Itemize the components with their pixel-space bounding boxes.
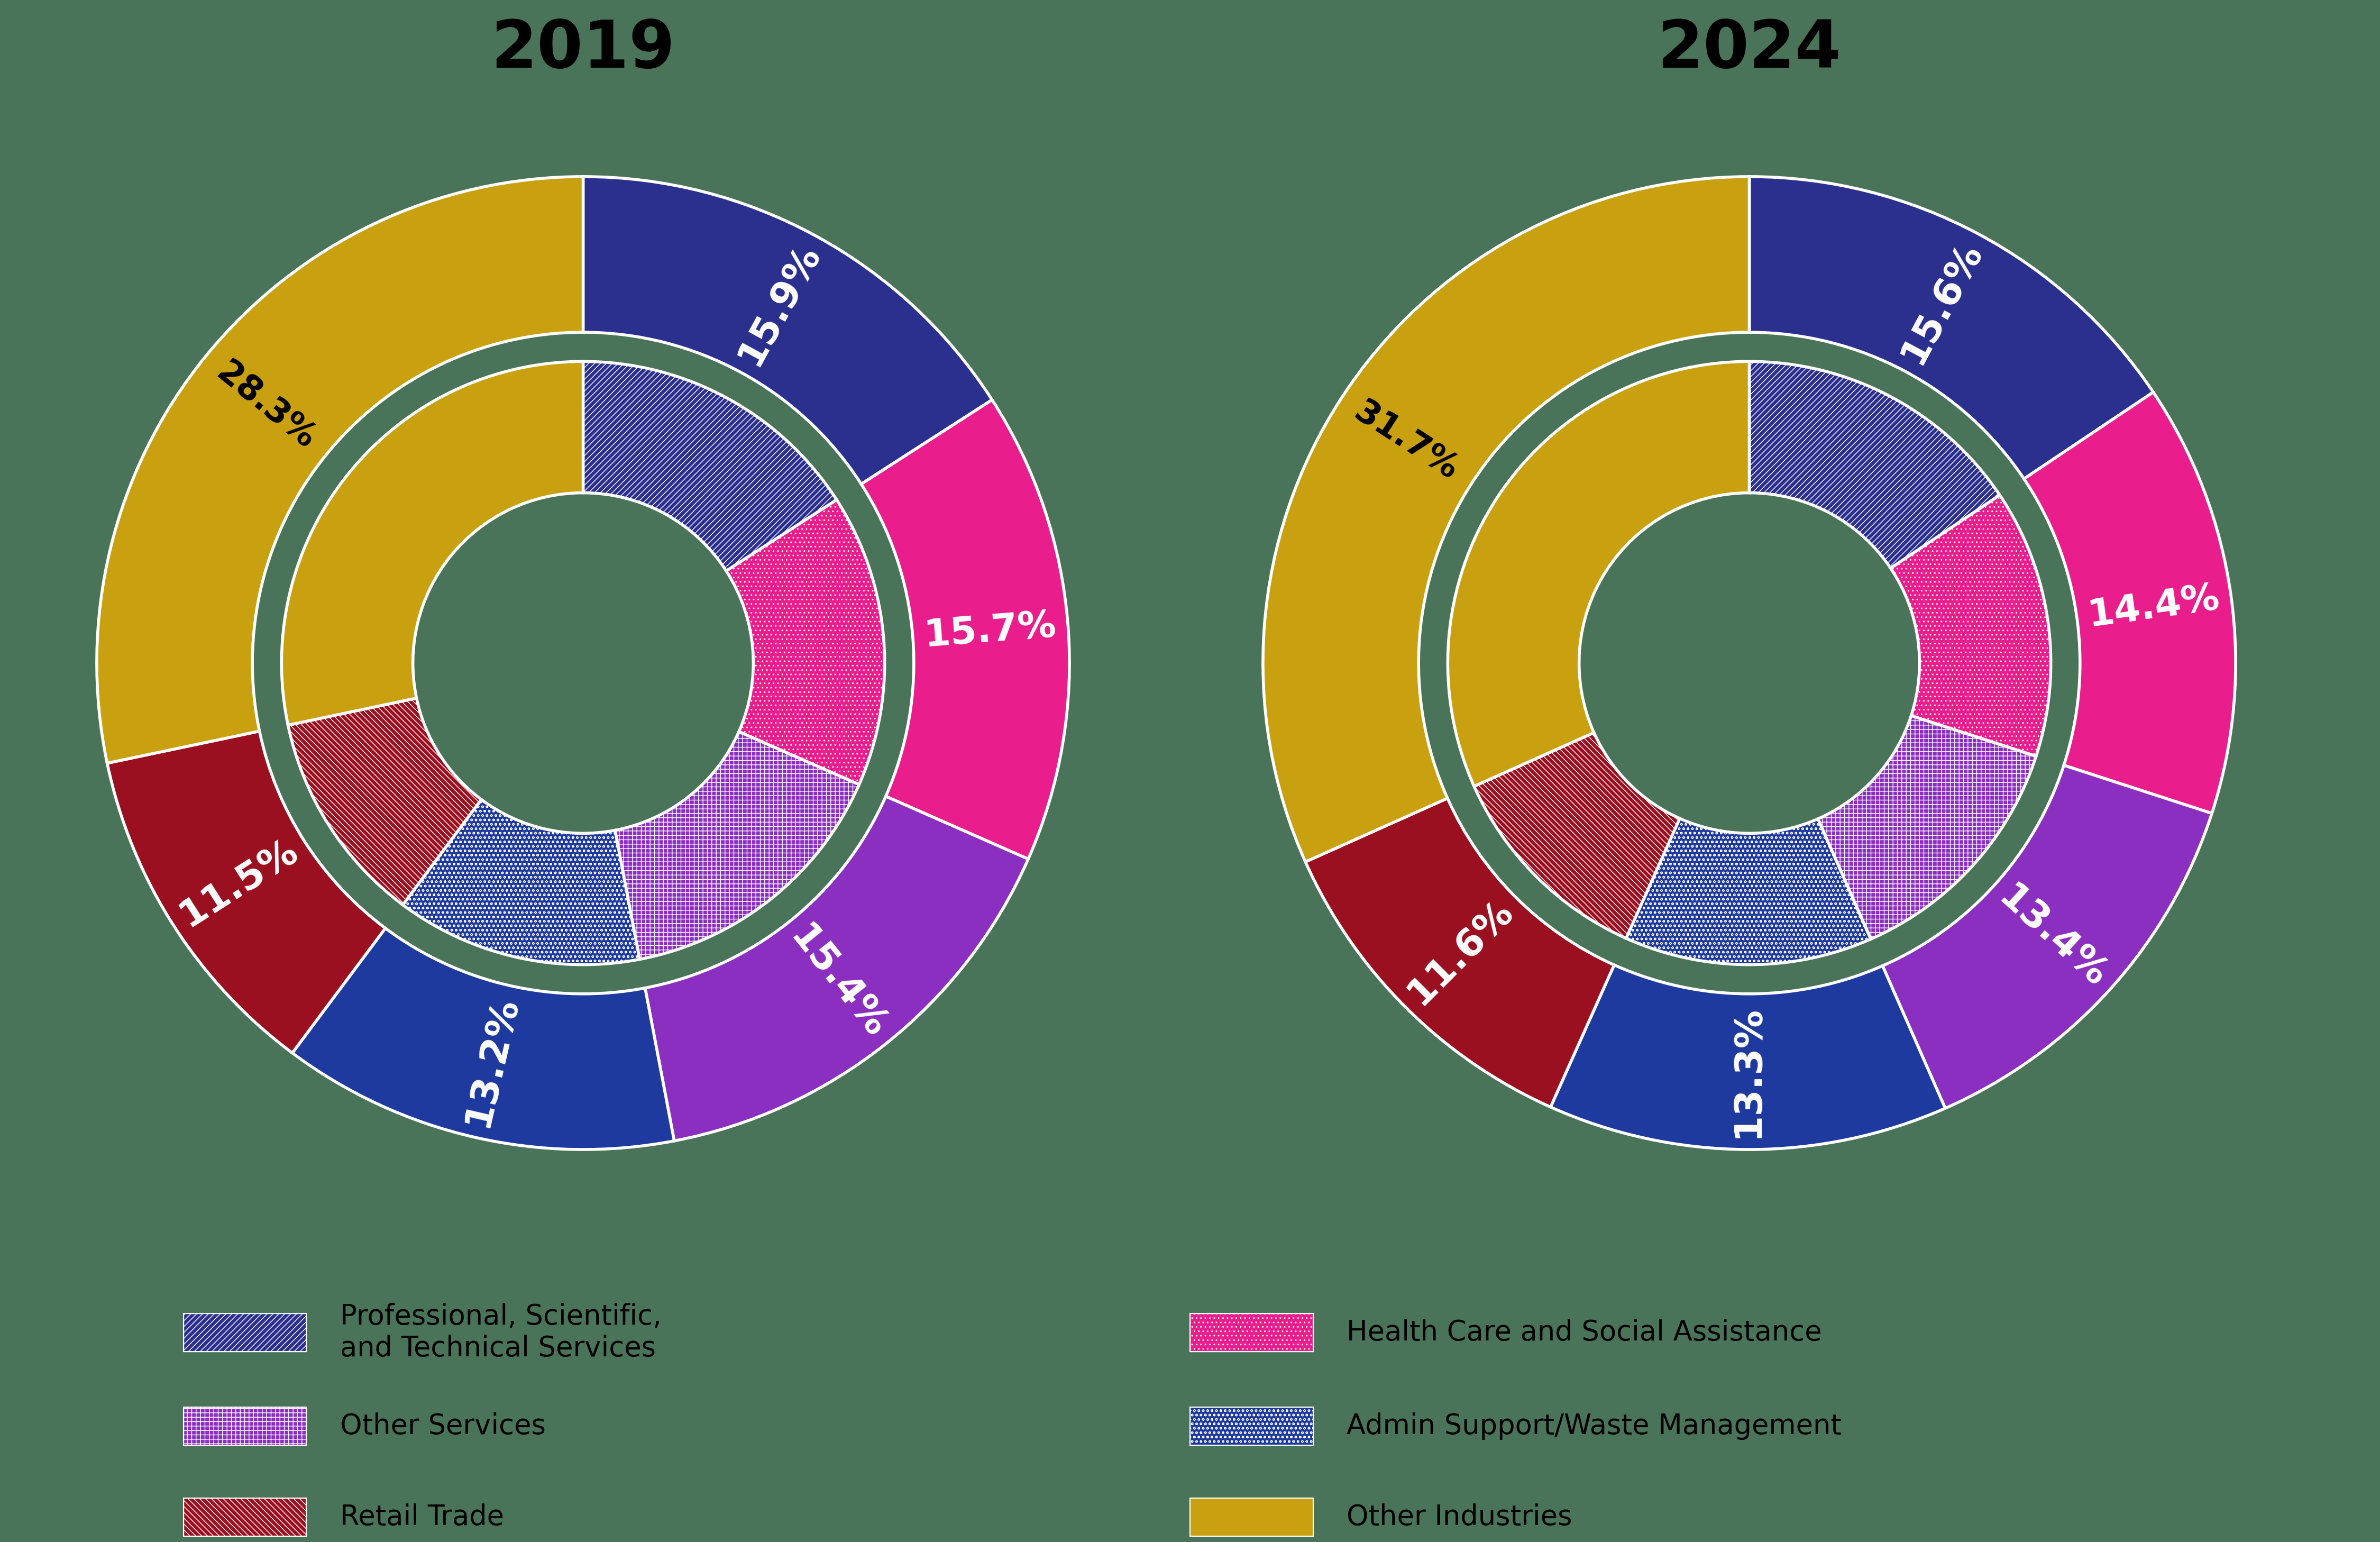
Wedge shape <box>726 500 885 785</box>
Wedge shape <box>1749 361 1999 569</box>
Wedge shape <box>583 177 992 484</box>
Text: 13.4%: 13.4% <box>1990 879 2113 995</box>
Wedge shape <box>1626 819 1871 965</box>
Text: 11.6%: 11.6% <box>1399 893 1521 1012</box>
Bar <box>1190 1408 1314 1445</box>
Text: 2019: 2019 <box>490 17 676 82</box>
Wedge shape <box>293 928 674 1149</box>
Text: 15.6%: 15.6% <box>1894 236 1990 370</box>
Bar <box>1190 1314 1314 1351</box>
Bar <box>183 1408 307 1445</box>
Wedge shape <box>402 800 640 965</box>
Text: Other Services: Other Services <box>340 1412 545 1440</box>
Wedge shape <box>583 361 838 571</box>
Bar <box>183 1408 307 1445</box>
Bar <box>1190 1408 1314 1445</box>
Text: 2024: 2024 <box>1656 17 1842 82</box>
Text: 13.2%: 13.2% <box>459 993 524 1130</box>
Wedge shape <box>1304 799 1614 1107</box>
Text: 14.4%: 14.4% <box>2085 580 2223 634</box>
Wedge shape <box>645 796 1028 1141</box>
Bar <box>183 1314 307 1351</box>
Wedge shape <box>107 731 386 1053</box>
Wedge shape <box>98 177 583 763</box>
Text: 15.4%: 15.4% <box>783 919 892 1045</box>
Bar <box>183 1499 307 1536</box>
Wedge shape <box>614 731 859 959</box>
Wedge shape <box>1818 715 2035 939</box>
Text: 15.7%: 15.7% <box>923 608 1059 654</box>
Wedge shape <box>1883 765 2211 1109</box>
Text: Other Industries: Other Industries <box>1347 1503 1573 1531</box>
Bar <box>1190 1499 1314 1536</box>
Wedge shape <box>288 699 481 905</box>
Wedge shape <box>1749 177 2154 480</box>
Text: 13.3%: 13.3% <box>1730 1005 1766 1138</box>
Text: Professional, Scientific,
and Technical Services: Professional, Scientific, and Technical … <box>340 1303 662 1362</box>
Text: Admin Support/Waste Management: Admin Support/Waste Management <box>1347 1412 1842 1440</box>
Wedge shape <box>1549 965 1944 1149</box>
Bar <box>1190 1314 1314 1351</box>
Wedge shape <box>1264 177 1749 862</box>
Text: Retail Trade: Retail Trade <box>340 1503 505 1531</box>
Wedge shape <box>862 399 1069 859</box>
Text: 31.7%: 31.7% <box>1349 395 1464 486</box>
Text: 15.9%: 15.9% <box>731 237 826 372</box>
Wedge shape <box>281 361 583 725</box>
Wedge shape <box>1890 495 2052 756</box>
Wedge shape <box>1473 732 1680 939</box>
Bar <box>183 1314 307 1351</box>
Text: Health Care and Social Assistance: Health Care and Social Assistance <box>1347 1318 1821 1346</box>
Wedge shape <box>1447 361 1749 786</box>
Bar <box>183 1499 307 1536</box>
Text: 28.3%: 28.3% <box>209 356 321 455</box>
Text: 11.5%: 11.5% <box>174 833 305 934</box>
Wedge shape <box>2023 392 2235 813</box>
